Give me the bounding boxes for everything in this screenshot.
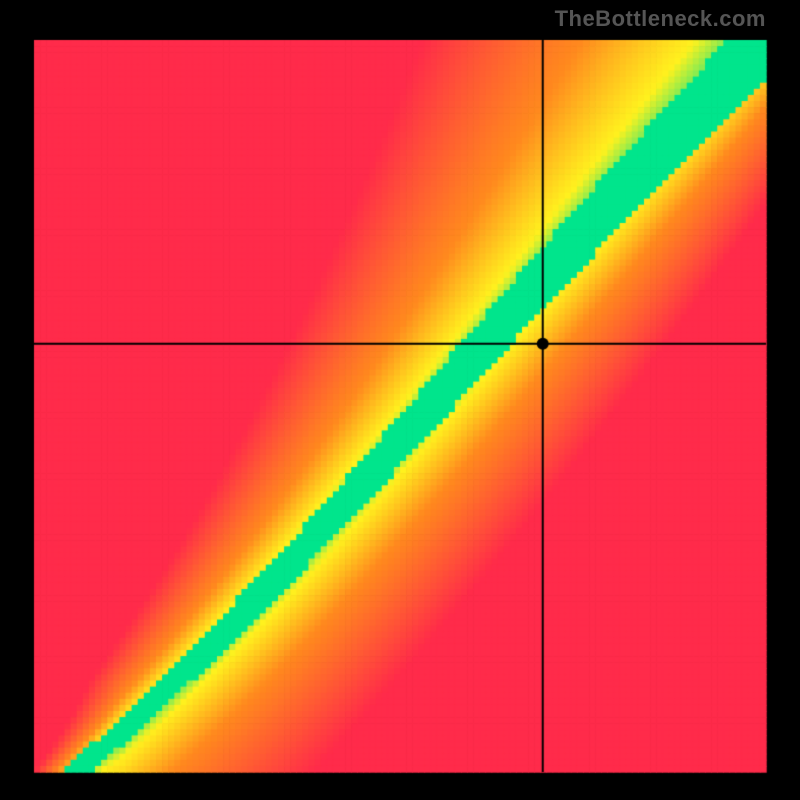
bottleneck-heatmap-canvas [0, 0, 800, 800]
watermark-text: TheBottleneck.com [555, 6, 766, 32]
chart-outer-frame: TheBottleneck.com [0, 0, 800, 800]
